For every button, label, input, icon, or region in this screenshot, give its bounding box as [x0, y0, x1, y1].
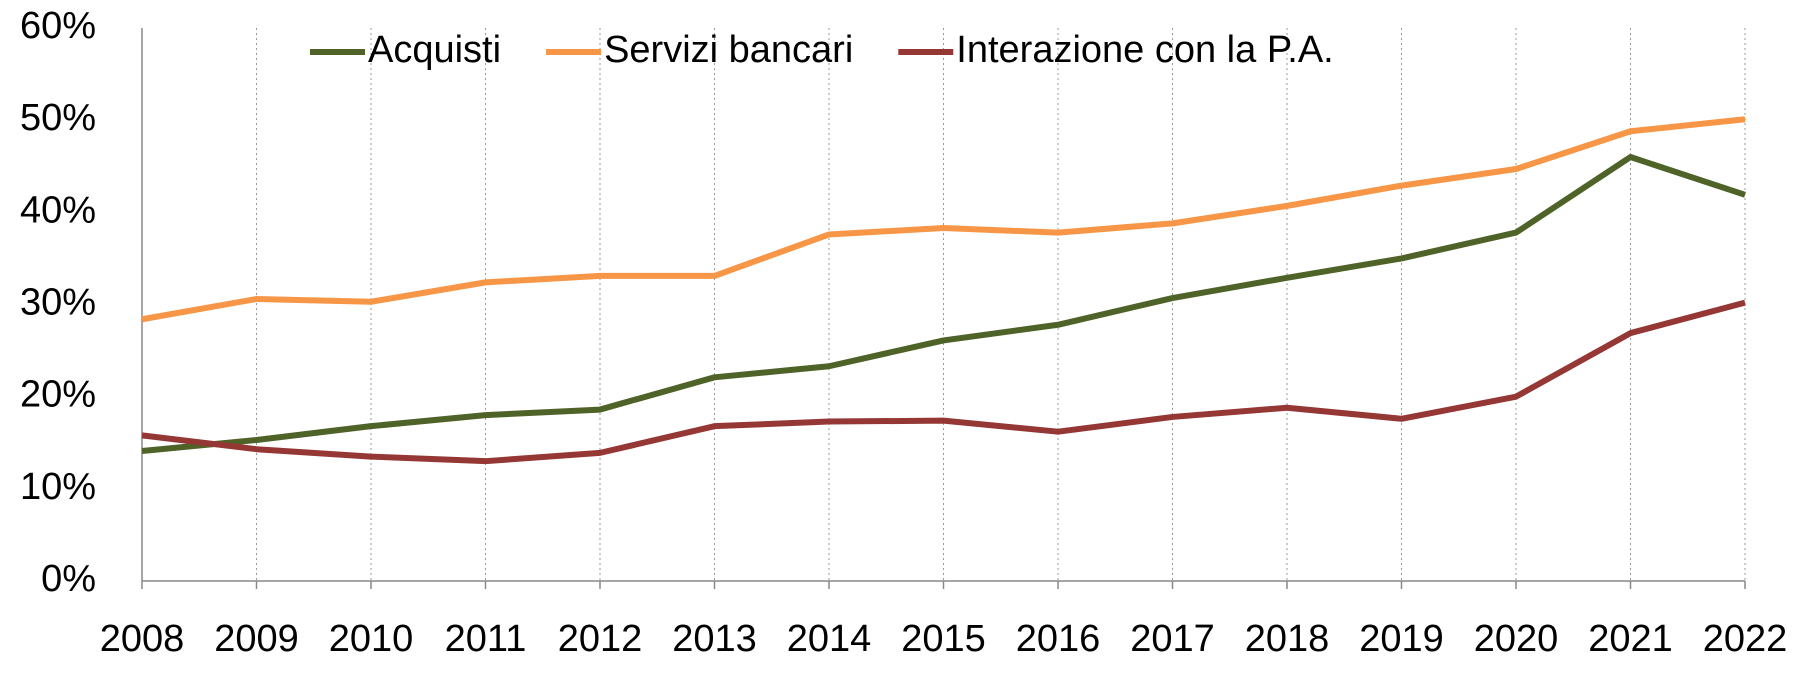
y-tick-label: 50% — [20, 97, 96, 139]
x-tick-label: 2015 — [901, 618, 986, 660]
series-line — [141, 299, 1746, 465]
x-tick-label: 2010 — [329, 618, 414, 660]
x-tick-label: 2022 — [1703, 618, 1788, 660]
legend-label: Interazione con la P.A. — [956, 29, 1333, 71]
x-tick-label: 2011 — [445, 618, 527, 660]
y-tick-label: 30% — [20, 282, 96, 324]
x-tick-label: 2009 — [214, 618, 299, 660]
x-tick-label: 2020 — [1474, 618, 1559, 660]
y-tick-label: 60% — [20, 5, 96, 47]
x-tick-label: 2021 — [1588, 618, 1673, 660]
y-tick-label: 20% — [20, 374, 96, 416]
series-line — [141, 116, 1746, 323]
x-tick-label: 2018 — [1245, 618, 1330, 660]
x-tick-label: 2016 — [1016, 618, 1101, 660]
x-tick-label: 2012 — [558, 618, 643, 660]
x-tick-label: 2019 — [1359, 618, 1444, 660]
legend-label: Acquisti — [368, 29, 501, 71]
y-tick-label: 40% — [20, 189, 96, 231]
x-tick-label: 2014 — [787, 618, 872, 660]
legend-label: Servizi bancari — [604, 29, 853, 71]
series-line — [141, 154, 1746, 455]
x-tick-label: 2008 — [100, 618, 185, 660]
x-tick-label: 2017 — [1130, 618, 1215, 660]
x-tick-label: 2013 — [672, 618, 757, 660]
y-tick-label: 10% — [20, 466, 96, 508]
y-tick-label: 0% — [41, 558, 96, 600]
